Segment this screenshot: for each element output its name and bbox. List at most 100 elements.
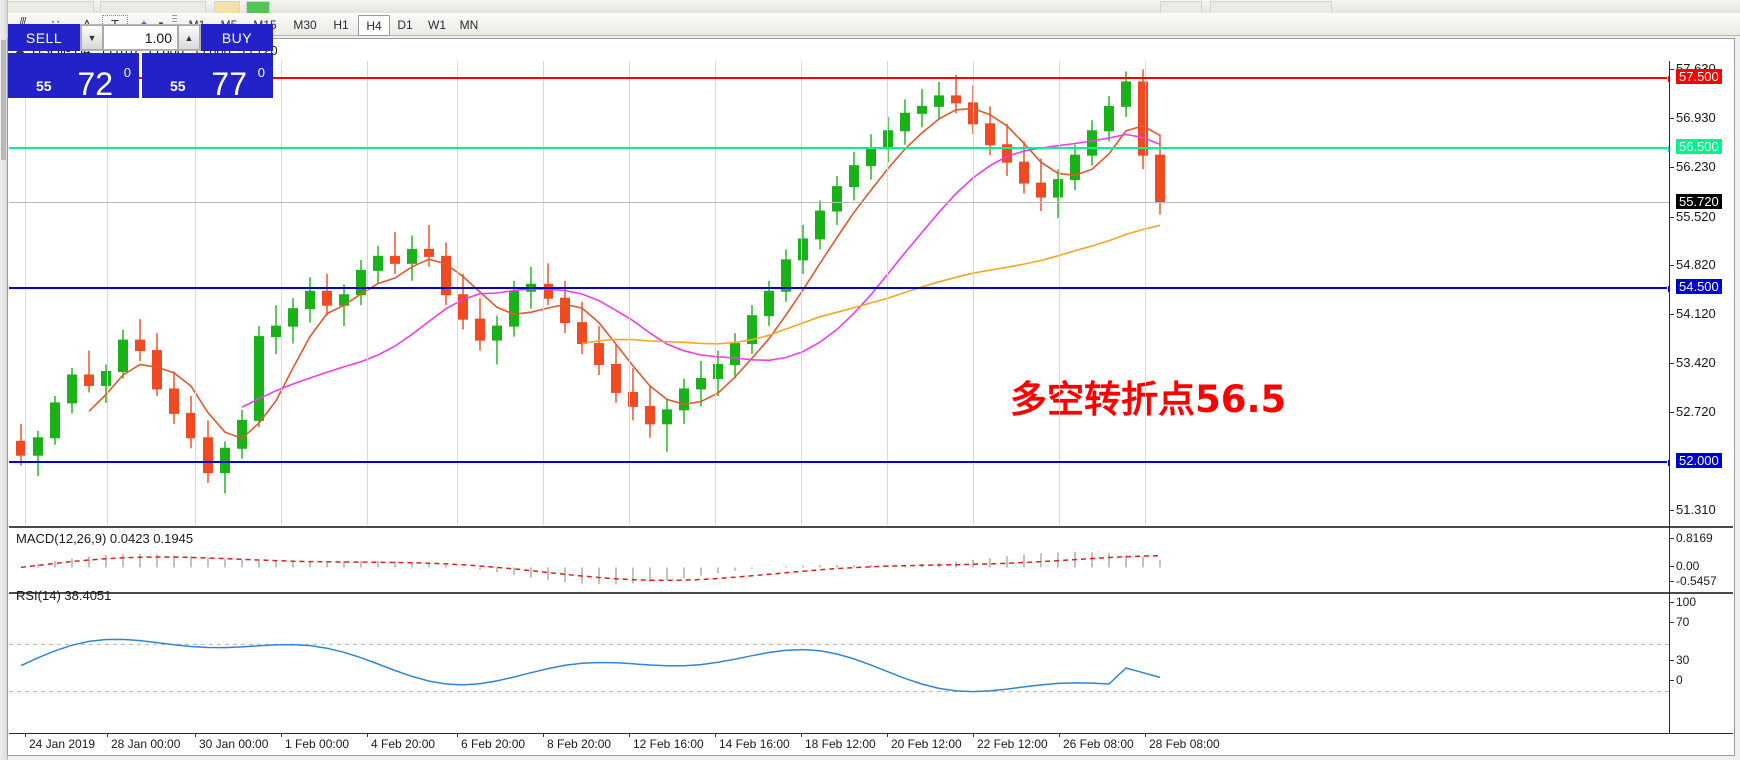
rsi-indicator-label: RSI(14) 38.4051 [16, 588, 112, 603]
timeframe-label: H1 [333, 17, 349, 32]
timeframe-label: W1 [428, 17, 446, 32]
price-level-tag-resistance-line[interactable]: 57.500 [1676, 69, 1722, 85]
buy-price-fraction: 0 [257, 65, 265, 80]
date-axis-label: 26 Feb 08:00 [1063, 737, 1134, 751]
timeframe-h1[interactable]: H1 [326, 15, 356, 34]
axis-tick [1670, 581, 1674, 582]
rsi-axis-label-0: 0 [1676, 673, 1683, 687]
date-tick [107, 733, 108, 737]
rsi-pane[interactable] [9, 595, 1669, 741]
buy-price-display[interactable]: 55 77 0 [142, 53, 273, 102]
timeframe-label: M30 [293, 17, 317, 32]
level-line-handle[interactable] [1667, 459, 1669, 468]
level-line-handle[interactable] [1667, 75, 1669, 84]
vertical-gridline [25, 61, 26, 525]
timeframe-m30[interactable]: M30 [286, 15, 324, 34]
date-tick [25, 733, 26, 737]
axis-tick [1670, 680, 1674, 681]
level-line-handle[interactable] [1667, 284, 1669, 293]
price-tick [1670, 510, 1674, 512]
macd-axis-label-bottom: -0.5457 [1676, 574, 1717, 588]
timeframe-w1[interactable]: W1 [422, 15, 452, 34]
price-level-tag-support-line[interactable]: 52.000 [1676, 453, 1722, 469]
price-axis-label: 55.520 [1676, 208, 1716, 224]
price-axis-label: 54.120 [1676, 306, 1716, 322]
volume-input[interactable]: 1.00 [103, 25, 178, 50]
buy-price-big: 77 [211, 66, 247, 102]
price-level-tag-support-line[interactable]: 54.500 [1676, 278, 1722, 294]
timeframe-label: MN [459, 17, 479, 32]
price-tick [1670, 69, 1674, 71]
macd-pane[interactable] [9, 529, 1669, 591]
macd-axis-label-top: 0.8169 [1676, 531, 1713, 545]
date-tick [457, 733, 458, 737]
rsi-axis-label-30: 30 [1676, 653, 1690, 667]
price-axis[interactable]: 57.63056.93056.23055.52054.82054.12053.4… [1670, 61, 1734, 741]
vertical-gridline [457, 61, 458, 525]
date-tick [367, 733, 368, 737]
toolbar-ghost-icon-green [246, 1, 270, 13]
vertical-gridline [801, 61, 802, 525]
scrollbar-thumb[interactable] [1, 40, 6, 160]
buy-price-lead: 55 [170, 78, 186, 94]
price-level-tag-current-price[interactable]: 55.720 [1676, 193, 1722, 209]
level-line-support-line[interactable] [9, 459, 1669, 468]
volume-decrease-icon[interactable]: ▼ [81, 25, 103, 50]
pane-divider-rsi [9, 592, 1733, 594]
price-axis-label: 56.230 [1676, 159, 1716, 175]
rsi-chart-svg [9, 638, 1669, 693]
vertical-gridline [1059, 61, 1060, 525]
sell-price-lead: 55 [36, 78, 52, 94]
vertical-gridline [367, 61, 368, 525]
toolbar-top-partial [0, 0, 1740, 14]
volume-stepper[interactable]: ▼ 1.00 ▲ [80, 24, 201, 51]
price-tick [1670, 167, 1674, 169]
date-axis-label: 8 Feb 20:00 [547, 737, 612, 751]
date-axis-label: 24 Jan 2019 [29, 737, 96, 751]
level-line-resistance-line[interactable] [9, 75, 1669, 84]
price-axis-line [1669, 61, 1670, 741]
date-tick [543, 733, 544, 737]
level-line-pivot-line[interactable] [9, 145, 1669, 154]
level-line-handle[interactable] [1667, 145, 1669, 154]
timeframe-h4[interactable]: H4 [358, 15, 390, 36]
level-line-current-price[interactable] [9, 201, 1669, 203]
price-axis-label: 53.420 [1676, 355, 1716, 371]
vertical-gridline [281, 61, 282, 525]
date-axis-label: 28 Jan 00:00 [111, 737, 181, 751]
date-axis-label: 4 Feb 20:00 [371, 737, 436, 751]
vertical-gridline [629, 61, 630, 525]
vertical-gridline [543, 61, 544, 525]
date-tick [973, 733, 974, 737]
date-axis-label: 22 Feb 12:00 [977, 737, 1048, 751]
pane-divider-macd [9, 526, 1733, 528]
date-axis-label: 14 Feb 16:00 [719, 737, 790, 751]
date-tick [801, 733, 802, 737]
axis-tick [1670, 622, 1674, 623]
vertical-gridline [715, 61, 716, 525]
volume-increase-icon[interactable]: ▲ [178, 25, 200, 50]
buy-button[interactable]: BUY [201, 24, 273, 51]
price-tick [1670, 314, 1674, 316]
price-level-tag-pivot-line[interactable]: 56.500 [1676, 139, 1722, 155]
price-axis-label: 54.820 [1676, 257, 1716, 273]
sell-button[interactable]: SELL [8, 24, 80, 51]
toolbar-ghost-icon-yellow [214, 1, 240, 13]
price-pane[interactable] [9, 61, 1669, 525]
timeframe-d1[interactable]: D1 [390, 15, 420, 34]
date-axis-label: 30 Jan 00:00 [199, 737, 269, 751]
vertical-gridline [973, 61, 974, 525]
chart-area[interactable]: USOil-,H4 55.670 55.800 55.660 55.720 MA… [7, 38, 1735, 756]
date-axis[interactable]: 24 Jan 2019 28 Jan 00:00 30 Jan 00:00 1 Feb… [9, 733, 1733, 754]
sell-price-display[interactable]: 55 72 0 [8, 53, 139, 100]
rsi-axis-label-100: 100 [1676, 595, 1697, 609]
timeframe-label: D1 [397, 17, 413, 32]
level-line-support-line[interactable] [9, 284, 1669, 293]
macd-chart-svg [20, 551, 1161, 585]
macd-indicator-label: MACD(12,26,9) 0.0423 0.1945 [16, 531, 194, 546]
rsi-axis-label-70: 70 [1676, 615, 1690, 629]
axis-tick [1670, 566, 1674, 567]
price-axis-label: 51.310 [1676, 502, 1716, 518]
one-click-trading-panel[interactable]: SELL ▼ 1.00 ▲ BUY 55 72 0 55 77 0 [8, 24, 273, 102]
timeframe-mn[interactable]: MN [454, 15, 484, 34]
